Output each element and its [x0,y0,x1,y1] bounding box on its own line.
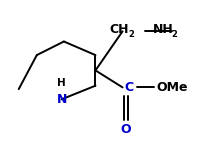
Text: 2: 2 [128,30,134,39]
Text: OMe: OMe [156,81,188,94]
Text: CH: CH [109,23,129,36]
Text: H: H [57,78,66,88]
Text: NH: NH [153,23,174,36]
Text: N: N [56,93,67,106]
Text: 2: 2 [171,30,177,39]
Text: C: C [125,81,134,94]
Text: O: O [121,123,131,136]
